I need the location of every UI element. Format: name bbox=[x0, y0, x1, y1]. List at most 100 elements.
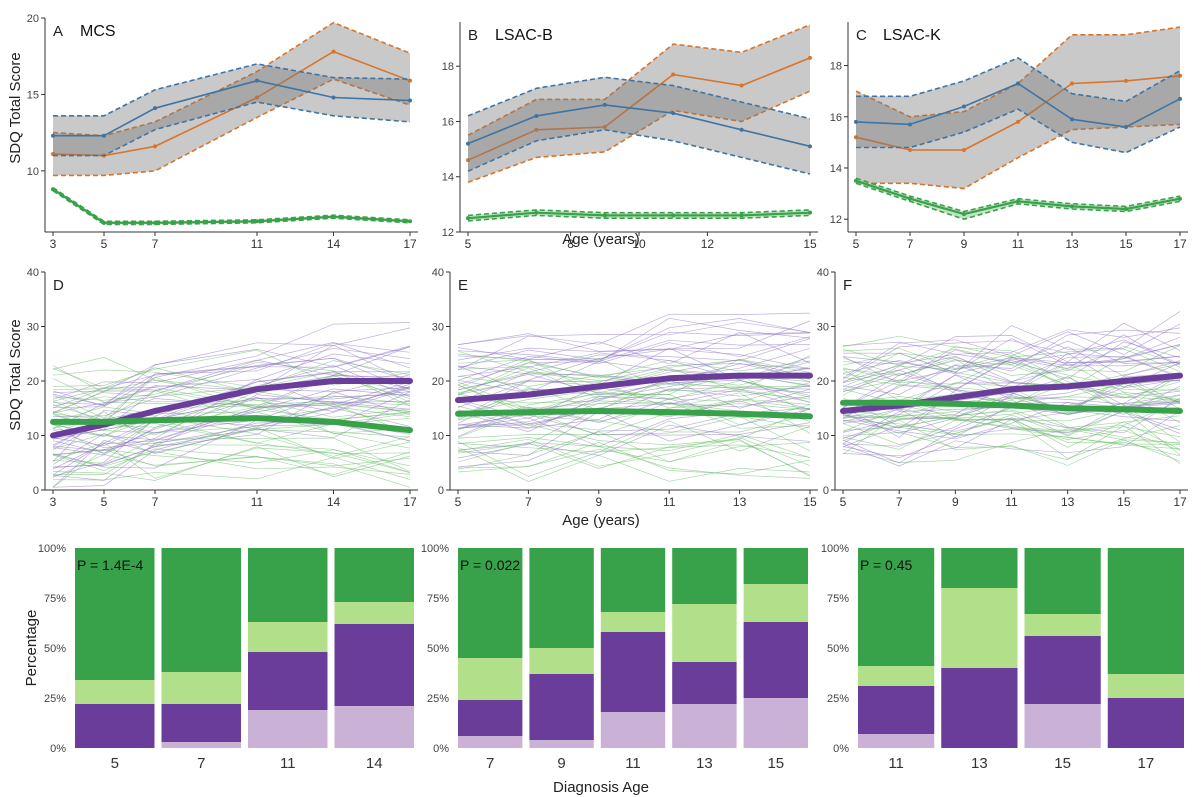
x-tick-label: 14 bbox=[327, 495, 341, 509]
data-point-orange bbox=[1070, 81, 1074, 86]
individual-trajectory bbox=[52, 361, 411, 403]
individual-trajectory bbox=[457, 447, 811, 482]
individual-trajectory bbox=[842, 340, 1181, 384]
bar-segment-green bbox=[600, 548, 666, 612]
individual-trajectory bbox=[52, 449, 411, 488]
panel-e: E 0 10 20 30 40 5 7 9 11 13 15 bbox=[432, 267, 818, 509]
individual-trajectory bbox=[457, 395, 811, 426]
bar-segment-light-green bbox=[458, 658, 523, 700]
bar-segment-green bbox=[672, 548, 737, 604]
data-point-blue bbox=[854, 119, 858, 124]
band-upper-orange bbox=[855, 26, 1181, 118]
band-upper-orange bbox=[467, 24, 811, 137]
panel-b: B LSAC-B 12 14 16 18 5 8 10 12 15 bbox=[442, 22, 818, 251]
individual-trajectory bbox=[842, 419, 1181, 466]
panel-letter: D bbox=[53, 277, 64, 294]
confidence-band-blue bbox=[53, 63, 410, 156]
y-axis-label-top: SDQ Total Score bbox=[7, 52, 24, 163]
individual-trajectory bbox=[457, 348, 811, 394]
series-line-green bbox=[50, 415, 413, 434]
x-tick-label: 15 bbox=[1119, 237, 1133, 251]
panel-f: F 0 10 20 30 40 5 7 9 11 13 15 17 bbox=[817, 267, 1188, 509]
panels: A MCS 10 15 20 3 5 7 11 14 17 B LSAC-B 12 14 16 18 5 8 10 12… bbox=[27, 13, 1188, 772]
data-point-green bbox=[1070, 204, 1074, 209]
data-point-blue bbox=[51, 133, 55, 138]
data-point-green bbox=[739, 213, 744, 218]
y-tick-label: 14 bbox=[442, 172, 454, 184]
data-point-orange bbox=[854, 135, 858, 140]
bar-segment-green bbox=[858, 548, 935, 666]
bar-segment-purple bbox=[334, 624, 414, 706]
individual-trajectory bbox=[457, 437, 811, 467]
x-tick-label: 17 bbox=[1173, 237, 1187, 251]
x-tick-label: 3 bbox=[50, 237, 57, 251]
x-tick-label: 15 bbox=[1117, 495, 1131, 509]
individual-trajectory bbox=[842, 394, 1181, 447]
data-point-green bbox=[908, 196, 912, 201]
band-upper-green bbox=[52, 187, 411, 223]
y-tick-label: 0 bbox=[33, 485, 39, 497]
x-tick-label: 13 bbox=[696, 755, 713, 772]
data-point-blue bbox=[255, 78, 259, 83]
panel-title: LSAC-B bbox=[495, 27, 553, 44]
individual-trajectory bbox=[52, 369, 411, 407]
data-point-orange bbox=[153, 144, 157, 149]
series-line-green bbox=[455, 408, 813, 420]
individual-trajectory bbox=[842, 346, 1181, 409]
bar-segment-green bbox=[334, 548, 414, 602]
y-tick-label: 75% bbox=[827, 593, 849, 605]
individual-trajectory bbox=[842, 334, 1181, 390]
data-point-orange bbox=[1016, 119, 1020, 124]
band-lower-blue bbox=[467, 128, 811, 175]
p-value-annotation: P = 1.4E-4 bbox=[77, 557, 144, 573]
bar-segment-light-purple bbox=[161, 742, 241, 748]
x-tick-label: 11 bbox=[251, 237, 264, 251]
x-tick-label: 7 bbox=[152, 495, 159, 509]
x-tick-label: 14 bbox=[327, 237, 341, 251]
individual-trajectory bbox=[457, 401, 811, 431]
x-tick-label: 7 bbox=[907, 237, 914, 251]
y-tick-label: 25% bbox=[44, 693, 66, 705]
bar-segment-light-green bbox=[161, 672, 241, 704]
individual-trajectory bbox=[52, 449, 411, 476]
y-tick-label: 75% bbox=[427, 593, 449, 605]
data-point-blue bbox=[1070, 117, 1074, 122]
band-upper-blue bbox=[856, 56, 1181, 103]
data-point-green bbox=[962, 212, 966, 217]
bar-segment-purple bbox=[161, 704, 241, 742]
x-tick-label: 5 bbox=[101, 495, 108, 509]
individual-trajectory bbox=[52, 406, 411, 449]
confidence-band-blue bbox=[468, 77, 810, 174]
bar-segment-light-purple bbox=[458, 736, 523, 748]
data-point-orange bbox=[255, 95, 259, 100]
series-line-green bbox=[466, 211, 812, 220]
individual-trajectory bbox=[457, 385, 811, 426]
y-tick-label: 12 bbox=[830, 214, 842, 226]
band-lower-green bbox=[855, 182, 1181, 221]
bar-segment-light-purple bbox=[600, 712, 666, 748]
data-point-blue bbox=[153, 106, 157, 111]
individual-trajectory bbox=[842, 352, 1181, 419]
confidence-band-orange bbox=[53, 22, 410, 176]
x-tick-label: 7 bbox=[525, 495, 532, 509]
individual-trajectory bbox=[52, 448, 411, 471]
panel-title: MCS bbox=[80, 23, 116, 40]
series-line-green bbox=[840, 399, 1183, 414]
bar-segment-light-green bbox=[858, 666, 935, 686]
y-tick-label: 10 bbox=[27, 166, 39, 178]
y-tick-label: 25% bbox=[827, 693, 849, 705]
individual-trajectory bbox=[842, 347, 1181, 391]
p-value-annotation: P = 0.45 bbox=[860, 557, 913, 573]
individual-trajectory bbox=[52, 451, 411, 475]
data-point-green bbox=[331, 214, 336, 219]
individual-trajectory bbox=[842, 311, 1181, 374]
y-tick-label: 30 bbox=[27, 322, 39, 334]
x-tick-label: 5 bbox=[840, 495, 847, 509]
y-tick-label: 75% bbox=[44, 593, 66, 605]
individual-trajectory bbox=[52, 405, 411, 442]
bar-segment-green bbox=[1024, 548, 1101, 614]
x-axis-label-middle: Age (years) bbox=[562, 512, 640, 529]
data-point-blue bbox=[102, 133, 106, 138]
bar-segment-purple bbox=[743, 622, 808, 698]
